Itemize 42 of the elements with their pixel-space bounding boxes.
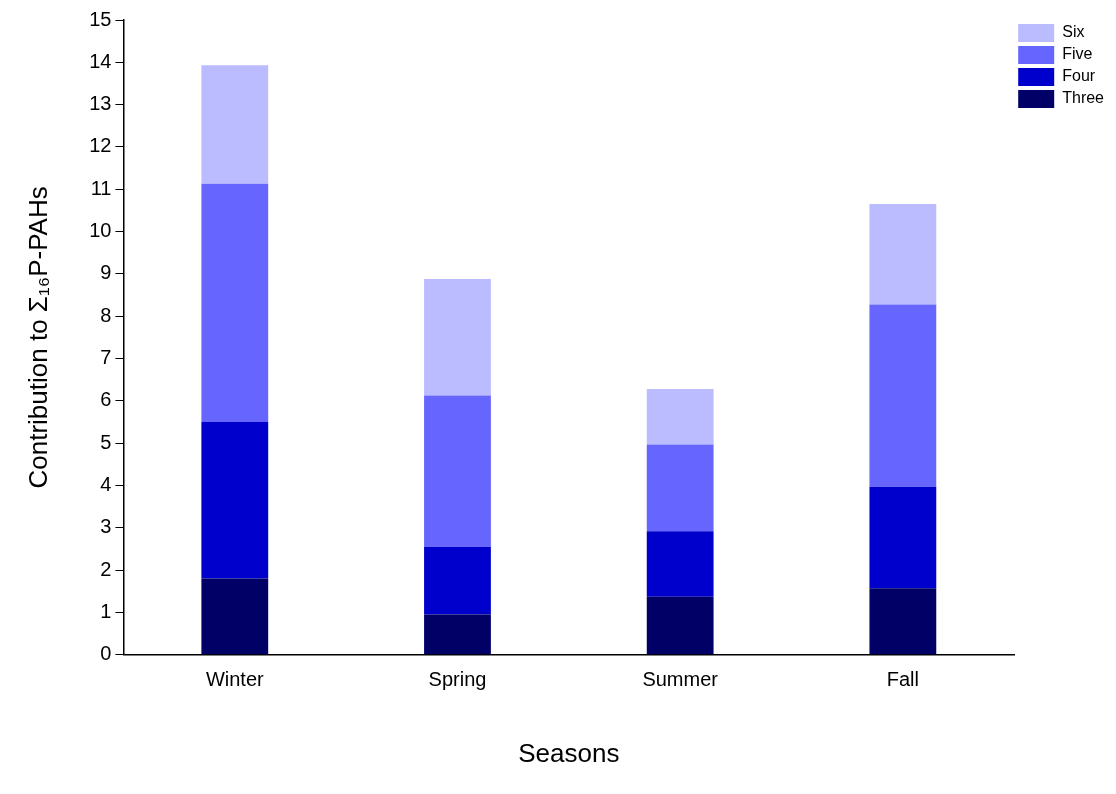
y-tick-label: 13 — [89, 92, 112, 115]
bar — [201, 65, 269, 184]
y-tick-label: 11 — [90, 176, 112, 199]
x-axis-title: Seasons — [518, 737, 620, 768]
y-tick-label: 0 — [100, 642, 112, 665]
bar — [424, 395, 491, 547]
y-tick-label: 3 — [100, 515, 112, 538]
y-tick-label: 14 — [89, 49, 112, 72]
bar — [646, 596, 714, 655]
y-tick-label: 9 — [100, 261, 112, 284]
bar — [424, 546, 491, 615]
legend-label: Three — [1062, 89, 1105, 107]
y-axis-title: Contribution to Σ₁₆P-PAHs — [22, 186, 53, 489]
y-tick-label: 2 — [100, 557, 112, 580]
x-tick-label: Winter — [205, 668, 265, 691]
bar — [424, 279, 491, 396]
bar — [201, 183, 269, 423]
bar — [646, 531, 714, 597]
legend-label: Five — [1062, 45, 1093, 63]
y-tick-label: 7 — [100, 346, 112, 369]
y-tick-label: 4 — [100, 473, 112, 496]
x-tick-label: Fall — [886, 668, 919, 691]
x-tick-label: Summer — [642, 668, 719, 691]
bar — [424, 614, 491, 655]
y-tick-label: 10 — [89, 219, 112, 242]
legend-label: Six — [1062, 23, 1085, 41]
y-tick-label: 6 — [100, 388, 112, 411]
y-tick-label: 12 — [89, 134, 112, 157]
bar — [646, 444, 714, 532]
bar — [869, 486, 937, 589]
legend-label: Four — [1062, 67, 1096, 85]
bar — [869, 304, 937, 487]
y-tick-label: 1 — [100, 600, 112, 622]
bar — [201, 578, 269, 655]
y-tick-label: 8 — [100, 303, 112, 326]
bar — [869, 204, 937, 305]
y-tick-label: 5 — [100, 430, 112, 453]
x-tick-label: Spring — [428, 668, 487, 691]
y-tick-label: 15 — [89, 7, 112, 30]
bar — [201, 422, 269, 579]
bar — [869, 588, 937, 655]
bar — [646, 389, 714, 445]
